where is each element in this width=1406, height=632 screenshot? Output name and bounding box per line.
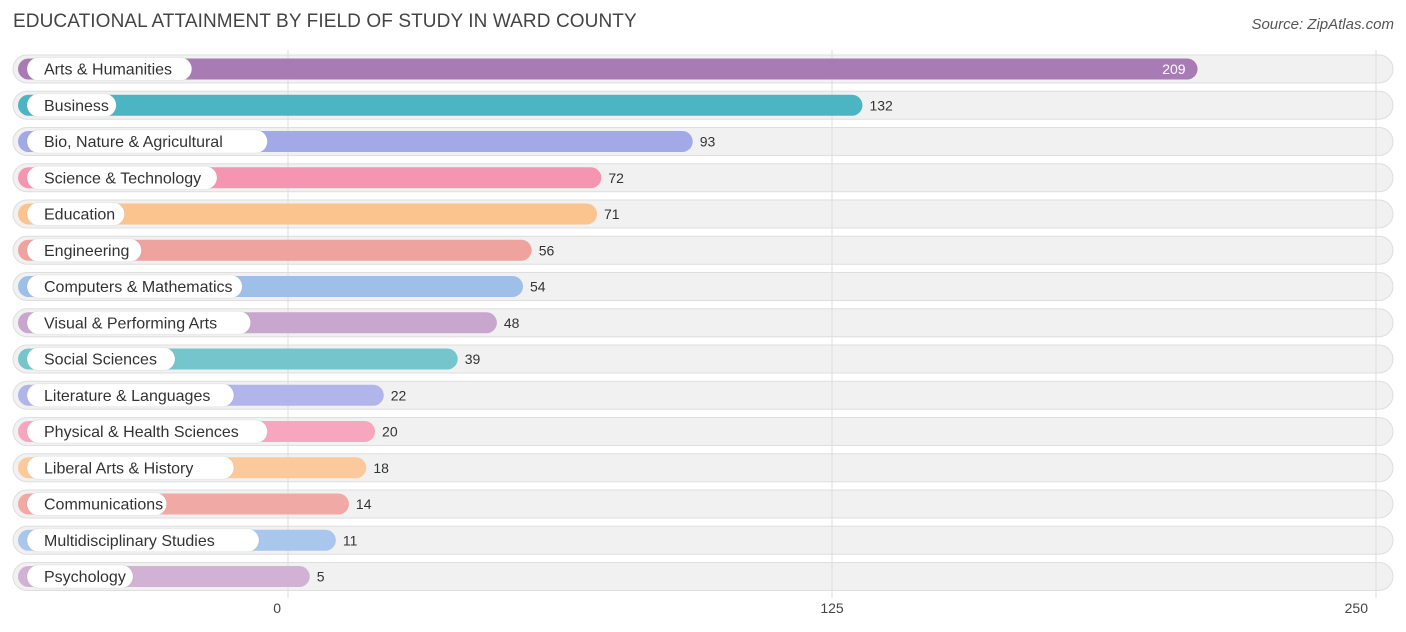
value-label: 54 (530, 279, 546, 295)
x-tick-label: 125 (820, 600, 844, 616)
category-label: Visual & Performing Arts (44, 315, 217, 332)
value-label: 48 (504, 315, 520, 331)
category-label: Bio, Nature & Agricultural (44, 134, 223, 151)
category-label: Literature & Languages (44, 388, 210, 405)
category-label-pill (26, 419, 268, 444)
value-label: 72 (608, 170, 624, 186)
category-label-pill (26, 455, 235, 480)
value-label: 56 (539, 242, 555, 258)
value-label: 11 (343, 532, 358, 548)
category-label: Liberal Arts & History (44, 460, 193, 477)
category-label: Computers & Mathematics (44, 279, 233, 296)
value-label: 209 (1162, 61, 1186, 77)
bar (18, 239, 532, 261)
category-label-pill (26, 528, 260, 553)
category-label: Arts & Humanities (44, 62, 172, 79)
category-label: Communications (44, 497, 163, 514)
value-label: 5 (317, 569, 325, 585)
category-label-pill (26, 383, 235, 408)
category-label-pill (26, 492, 168, 516)
category-label-pill (26, 165, 218, 190)
x-tick-label: 250 (1345, 600, 1369, 616)
value-label: 93 (700, 134, 716, 150)
category-label: Business (44, 98, 109, 115)
category-label-pill (26, 347, 176, 371)
value-label: 18 (373, 460, 389, 476)
category-label-pill (26, 129, 268, 154)
x-axis-ticks: 0 125 250 (273, 600, 1368, 616)
row-track (12, 525, 1394, 555)
value-label: 132 (869, 97, 893, 113)
category-label: Psychology (44, 569, 126, 586)
category-label: Multidisciplinary Studies (44, 533, 215, 550)
bar (18, 94, 863, 116)
category-label-pill (26, 274, 243, 299)
row-track (12, 489, 1394, 519)
category-label-pill (26, 202, 126, 226)
x-tick-label: 0 (273, 600, 281, 616)
category-label: Social Sciences (44, 352, 157, 369)
category-label-pill (26, 93, 117, 118)
row-track (12, 562, 1394, 591)
bar (18, 58, 1198, 80)
value-label: 14 (356, 496, 372, 512)
category-label: Physical & Health Sciences (44, 424, 239, 441)
category-label-pill (26, 238, 142, 263)
bar (18, 203, 597, 225)
category-label-pill (26, 57, 193, 81)
chart-source: Source: ZipAtlas.com (1251, 16, 1394, 33)
value-label: 71 (604, 206, 620, 222)
chart-title: EDUCATIONAL ATTAINMENT BY FIELD OF STUDY… (13, 11, 637, 32)
category-label-pill (26, 564, 134, 589)
value-label: 22 (391, 387, 407, 403)
value-label: 20 (382, 424, 398, 440)
category-label: Engineering (44, 243, 129, 260)
category-label: Science & Technology (44, 170, 201, 187)
value-label: 39 (465, 351, 481, 367)
category-label-pill (26, 310, 252, 335)
bars: Arts & Humanities 209 Business 132 Bio, Natu… (18, 57, 1198, 589)
category-label: Education (44, 207, 115, 224)
